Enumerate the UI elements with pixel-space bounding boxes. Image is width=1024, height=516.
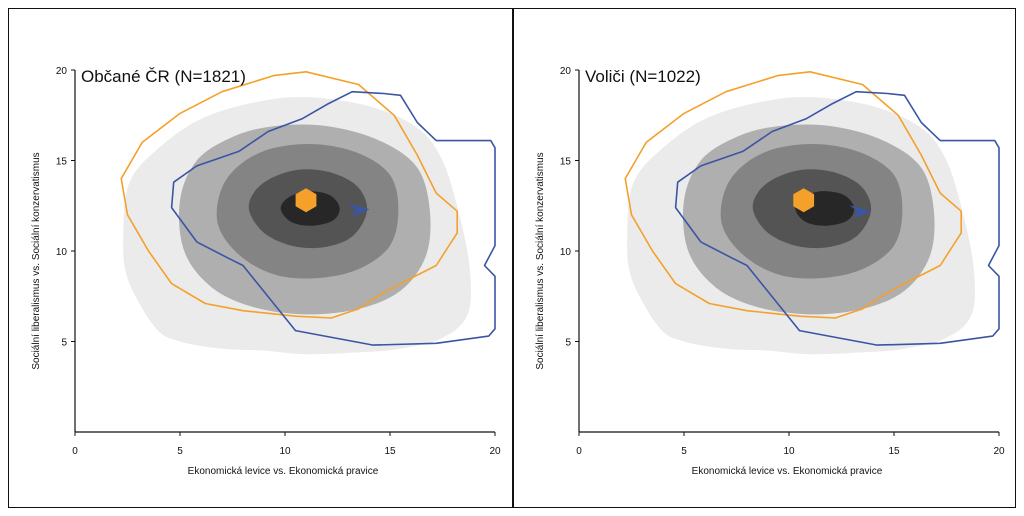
- x-tick-label: 15: [384, 446, 396, 457]
- x-tick-label: 10: [279, 446, 291, 457]
- x-tick-label: 0: [72, 446, 78, 457]
- x-tick-label: 15: [888, 446, 900, 457]
- panel-left: 0 5 10 15 20 5 10 15 20 Občané ČR (N=1821) Ekono…: [31, 66, 501, 477]
- orange-contour: [624, 71, 962, 319]
- axes: 0 5 10 15 20 5 10 15 20: [560, 66, 1005, 457]
- y-axis-label: Sociální liberalismus vs. Sociální konze…: [31, 152, 42, 369]
- y-tick-label: 15: [560, 157, 572, 168]
- panel-right: 0 5 10 15 20 5 10 15 20 Voliči (N=1022) Ekonomic…: [535, 66, 1005, 477]
- blue-arrowhead-marker: [347, 203, 370, 217]
- x-tick-label: 10: [783, 446, 795, 457]
- y-tick-label: 20: [56, 66, 68, 77]
- x-tick-label: 5: [177, 446, 183, 457]
- markers: [295, 188, 370, 217]
- blue-contour: [170, 90, 496, 346]
- x-axis-label: Ekonomická levice vs. Ekonomická pravice: [692, 466, 883, 477]
- x-tick-label: 5: [681, 446, 687, 457]
- orange-hexagon-marker: [295, 188, 317, 213]
- blue-contour: [674, 90, 1000, 346]
- panel-title: Voliči (N=1022): [585, 67, 701, 86]
- x-tick-label: 20: [993, 446, 1005, 457]
- y-tick-label: 15: [56, 157, 68, 168]
- orange-contour: [120, 71, 458, 319]
- y-tick-label: 10: [560, 247, 572, 258]
- y-tick-label: 5: [61, 338, 67, 349]
- x-axis-label: Ekonomická levice vs. Ekonomická pravice: [188, 466, 379, 477]
- contour-lines: [120, 71, 496, 346]
- x-tick-label: 20: [489, 446, 501, 457]
- y-tick-label: 20: [560, 66, 572, 77]
- panel-divider: [512, 8, 514, 508]
- axes: 0 5 10 15 20 5 10 15 20: [56, 66, 501, 457]
- y-tick-label: 5: [565, 338, 571, 349]
- y-axis-label: Sociální liberalismus vs. Sociální konze…: [535, 152, 546, 369]
- panel-title: Občané ČR (N=1821): [81, 67, 246, 86]
- markers: [793, 188, 872, 219]
- blue-arrowhead-marker: [849, 205, 872, 219]
- x-tick-label: 0: [576, 446, 582, 457]
- orange-hexagon-marker: [793, 188, 815, 213]
- contour-lines: [624, 71, 1000, 346]
- y-tick-label: 10: [56, 247, 68, 258]
